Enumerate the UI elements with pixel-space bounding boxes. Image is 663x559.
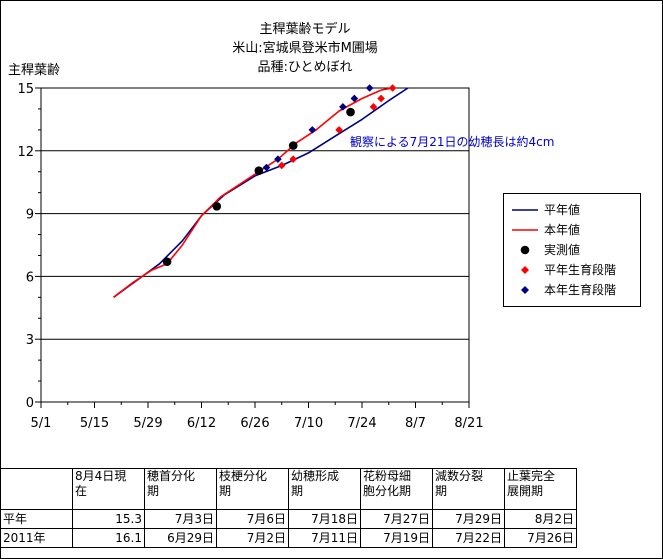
- x-tick-label: 7/10: [294, 416, 323, 431]
- legend-label: 本年値: [544, 223, 581, 237]
- stage-point: [369, 103, 378, 111]
- legend-item: 本年値: [504, 220, 640, 240]
- table-header-cell: 減数分裂期: [432, 468, 505, 510]
- legend-diamond: [521, 266, 529, 274]
- stage-point: [339, 103, 347, 111]
- legend-label: 平年生育段階: [544, 263, 617, 277]
- legend-symbol: [521, 286, 529, 294]
- table-header-cell: [0, 468, 73, 510]
- x-tick-labels: 5/1 5/15 5/29 6/12 6/26 7/10 7/24 8/7 8/21: [31, 416, 484, 431]
- legend-symbol: [512, 229, 538, 231]
- y-tick-label: 6: [26, 270, 34, 285]
- table-cell: 6月29日: [144, 528, 217, 548]
- legend-label: 平年値: [544, 203, 581, 217]
- x-tick-label: 5/1: [31, 416, 52, 431]
- table-header-cell: 花粉母細 胞分化期: [360, 468, 433, 510]
- legend-item: 平年値: [504, 200, 640, 220]
- series-markers: [162, 84, 397, 267]
- table-header-cell: 幼穂形成期: [288, 468, 361, 510]
- row-label: 平年: [0, 509, 73, 529]
- chart-title-line: 主稈葉齢モデル: [259, 21, 350, 37]
- legend-label: 本年生育段階: [544, 283, 617, 297]
- y-tick-label: 15: [17, 82, 34, 97]
- legend: 平年値本年値実測値平年生育段階 本年生育段階: [503, 193, 641, 307]
- x-tick-label: 8/7: [405, 416, 426, 431]
- legend-symbol: [520, 245, 530, 255]
- table-header-cell: 止葉完全 展開期: [504, 468, 577, 510]
- table-header-cell: 穂首分化期: [144, 468, 217, 510]
- measured-point: [212, 201, 222, 211]
- series-line-本年値: [113, 87, 393, 298]
- legend-symbol: [521, 266, 529, 274]
- stage-point: [350, 94, 359, 103]
- stage-point: [388, 84, 397, 92]
- chart-title-line: 品種:ひとめぼれ: [258, 59, 353, 75]
- measured-point: [346, 107, 355, 117]
- stage-table: 8月4日現在穂首分化期枝梗分化期幼穂形成期花粉母細 胞分化期 減数分裂期止葉完全 展開…: [0, 468, 577, 548]
- gridlines: [41, 150, 469, 340]
- stage-point: [262, 163, 271, 172]
- legend-item: 実測値: [504, 240, 640, 260]
- stage-point: [277, 161, 286, 170]
- legend-dot: [520, 245, 530, 255]
- table-cell: 16.1: [72, 528, 145, 548]
- table-header-cell: 8月4日現在: [72, 468, 145, 510]
- measured-point: [254, 166, 264, 175]
- stage-point: [335, 126, 343, 134]
- stage-point: [365, 84, 374, 92]
- table-cell: 7月2日: [216, 528, 289, 548]
- table-header-row: 8月4日現在穂首分化期枝梗分化期幼穂形成期花粉母細 胞分化期 減数分裂期止葉完全 展開…: [0, 468, 577, 510]
- y-tick-label: 3: [26, 333, 34, 348]
- stage-point: [377, 94, 385, 103]
- table-cell: 7月19日: [360, 528, 433, 548]
- x-tick-label: 6/12: [187, 416, 216, 431]
- x-tick-label: 5/15: [80, 416, 109, 431]
- table-cell: 7月22日: [432, 528, 505, 548]
- stage-point: [308, 126, 317, 134]
- series-lines: [113, 87, 409, 298]
- table-cell: 7月29日: [432, 509, 505, 529]
- measured-point: [162, 257, 172, 267]
- annotation-note: 観察による7月21日の幼穂長は約4cm: [350, 134, 554, 149]
- series-line-平年値: [113, 87, 409, 298]
- y-tick-label: 9: [26, 208, 34, 223]
- legend-diamond: [521, 286, 529, 294]
- table-cell: 15.3: [72, 509, 145, 529]
- table-cell: 7月26日: [504, 528, 577, 548]
- table-cell: 7月6日: [216, 509, 289, 529]
- table-cell: 7月27日: [360, 509, 433, 529]
- x-tick-label: 6/26: [240, 416, 269, 431]
- table-row: 2011年 16.1 6月29日 7月2日 7月11日 7月19日 7月22日 7月26日: [0, 528, 577, 548]
- table-cell: 7月3日: [144, 509, 217, 529]
- x-tick-label: 5/29: [133, 416, 162, 431]
- measured-point: [288, 141, 298, 150]
- table-cell: 7月18日: [288, 509, 361, 529]
- legend-symbol: [512, 209, 538, 211]
- y-tick-labels: 0 3 6 9 12 15: [17, 82, 34, 411]
- chart-title-line: 米山:宮城県登米市M圃場: [232, 40, 378, 56]
- y-axis-title: 主稈葉齢: [8, 63, 60, 78]
- legend-label: 実測値: [544, 243, 581, 257]
- legend-item: 本年生育段階: [504, 280, 640, 300]
- legend-item: 平年生育段階: [504, 260, 640, 280]
- stage-point: [274, 155, 282, 163]
- x-tick-label: 8/21: [454, 416, 483, 431]
- table-row: 平年 15.3 7月3日 7月6日 7月18日 7月27日 7月29日 8月2日: [0, 509, 577, 529]
- x-tick-label: 7/24: [347, 416, 376, 431]
- table-cell: 8月2日: [504, 509, 577, 529]
- y-tick-label: 12: [17, 145, 34, 160]
- y-tick-label: 0: [26, 396, 34, 411]
- table-cell: 7月11日: [288, 528, 361, 548]
- table-header-cell: 枝梗分化期: [216, 468, 289, 510]
- row-label: 2011年: [0, 528, 73, 548]
- axis-ticks: [35, 87, 470, 408]
- stage-point: [289, 155, 298, 163]
